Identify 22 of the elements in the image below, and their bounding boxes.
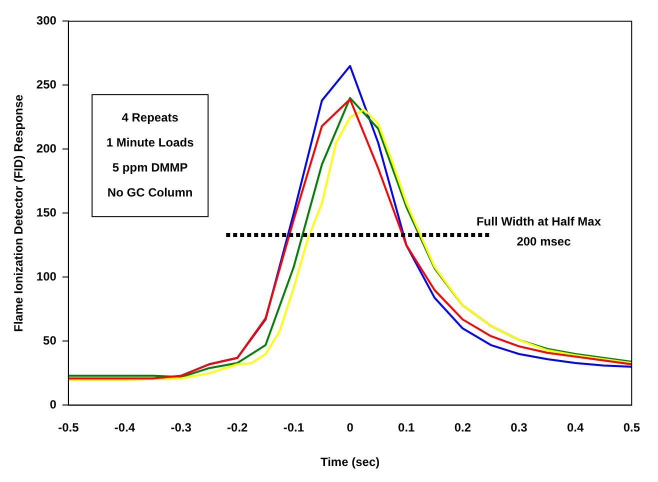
y-tick-label: 50	[43, 334, 57, 348]
x-tick-label: 0.4	[566, 420, 584, 435]
y-tick-label: 250	[36, 78, 57, 92]
x-tick-label: 0.3	[510, 420, 528, 435]
x-tick-label: -0.4	[114, 420, 136, 435]
x-tick-label: -0.3	[170, 420, 192, 435]
x-tick-label: 0.5	[623, 420, 640, 435]
y-tick-label: 100	[36, 270, 57, 284]
x-tick-label: -0.5	[58, 420, 80, 435]
y-tick-label: 200	[36, 142, 57, 156]
x-tick-label: -0.2	[227, 420, 248, 435]
x-tick-label: 0.1	[398, 420, 416, 435]
annotation: 4 Repeats 1 Minute Loads 5 ppm DMMP No GC Column	[106, 110, 194, 200]
annotation: Full Width at Half Max 200 msec	[476, 214, 602, 248]
x-tick-label: 0.2	[454, 420, 472, 435]
x-axis-title: Time (sec)	[320, 455, 380, 470]
y-tick-label: 150	[36, 206, 57, 220]
x-tick-label: 0	[346, 420, 354, 435]
y-axis-title: Flame Ionization Detector (FID) Response	[12, 94, 26, 332]
y-tick-label: 0	[50, 398, 57, 412]
x-tick-label: -0.1	[283, 420, 304, 435]
y-tick-label: 300	[36, 14, 57, 28]
